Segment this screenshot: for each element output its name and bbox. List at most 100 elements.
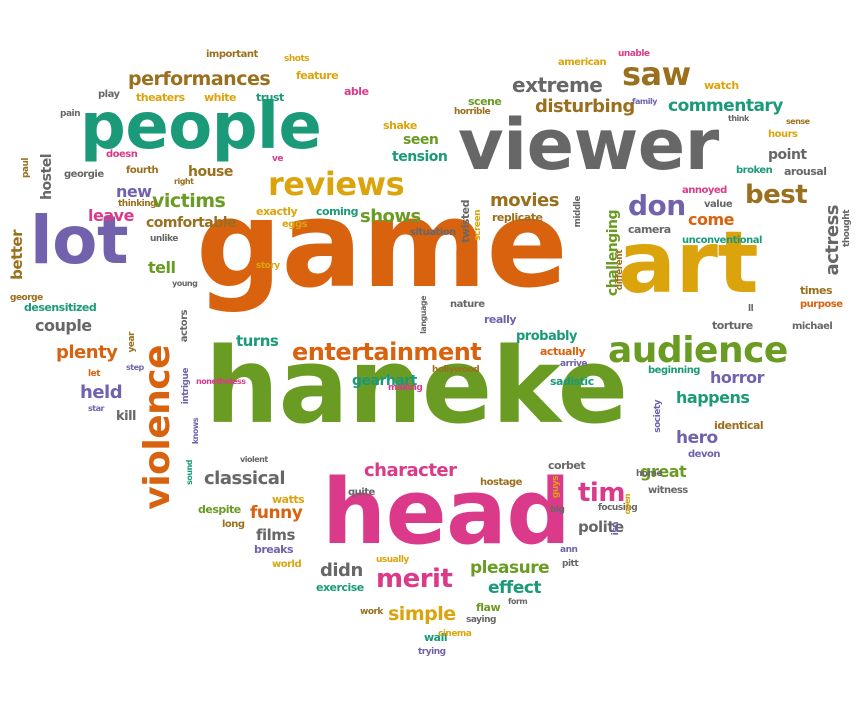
word: house — [188, 164, 233, 180]
word: viewer — [458, 104, 719, 186]
word: intrigue — [181, 368, 191, 405]
word: long — [222, 519, 245, 530]
word: trying — [418, 647, 446, 657]
word: simple — [388, 603, 456, 625]
word: tell — [148, 258, 176, 277]
word: actress — [822, 205, 843, 276]
word: don — [628, 189, 686, 222]
word: plenty — [56, 342, 118, 363]
word: violence — [137, 345, 178, 510]
word: let — [88, 369, 101, 379]
word: art — [618, 213, 759, 313]
word: different — [615, 250, 625, 291]
word: shows — [360, 206, 421, 227]
word: pain — [60, 109, 81, 119]
word: twisted — [459, 200, 472, 243]
word: think — [728, 114, 749, 123]
word: language — [419, 296, 428, 334]
word: kill — [116, 409, 137, 424]
word: nonetheless — [196, 377, 246, 386]
word: corbet — [548, 459, 586, 472]
word: guys — [551, 476, 561, 499]
word: isn — [611, 522, 621, 536]
word: commentary — [668, 96, 783, 116]
word: victims — [152, 190, 226, 212]
word: thinking — [118, 199, 157, 209]
word: horror — [710, 368, 765, 387]
word: watch — [704, 79, 739, 92]
word: middle — [573, 196, 583, 228]
word: paul — [21, 158, 31, 179]
word: arrive — [560, 359, 588, 369]
word: despite — [198, 503, 241, 516]
word: camera — [628, 223, 671, 236]
word: hostage — [480, 477, 522, 488]
word: new — [116, 182, 152, 201]
word: arousal — [784, 165, 827, 178]
word: pleasure — [470, 558, 550, 578]
word: year — [127, 332, 137, 353]
word: hostel — [39, 154, 55, 200]
word: times — [800, 284, 833, 297]
word: leave — [88, 206, 134, 225]
word: gearhart — [352, 373, 417, 389]
word: purpose — [800, 299, 843, 310]
word: shots — [284, 54, 310, 64]
word: feature — [296, 69, 339, 82]
word: michael — [792, 321, 833, 332]
word: seen — [403, 132, 439, 148]
word: young — [172, 279, 198, 288]
word: films — [256, 526, 295, 544]
word: actors — [179, 310, 190, 343]
word: home — [636, 469, 663, 479]
word: audience — [608, 330, 788, 371]
word: performances — [128, 68, 271, 90]
word: didn — [320, 560, 363, 581]
word: disturbing — [535, 96, 635, 117]
word: comfortable — [146, 215, 237, 231]
word: step — [126, 363, 144, 372]
word: saying — [466, 615, 496, 625]
word: quite — [348, 487, 375, 498]
word: ll — [748, 304, 754, 314]
word: best — [745, 180, 808, 210]
word: coming — [316, 205, 359, 218]
word: hours — [768, 129, 798, 140]
word: thought — [842, 210, 852, 247]
word: great — [640, 462, 687, 481]
word: people — [80, 90, 322, 164]
word: merit — [376, 564, 453, 594]
word: horrible — [454, 107, 491, 117]
word: wall — [424, 631, 448, 644]
word: screen — [473, 210, 483, 241]
word: story — [256, 261, 280, 271]
word: trust — [256, 91, 284, 104]
word: pitt — [562, 559, 579, 569]
word: focusing — [598, 503, 638, 513]
word: witness — [648, 485, 688, 496]
word: shake — [383, 119, 417, 132]
word: knows — [191, 418, 200, 445]
word: theaters — [136, 91, 185, 104]
word: world — [272, 559, 302, 570]
word: society — [653, 400, 663, 433]
word: torture — [712, 319, 753, 332]
word: couple — [35, 316, 92, 335]
word: ve — [272, 154, 283, 164]
word: desensitized — [24, 301, 97, 314]
word: haneke — [205, 325, 628, 447]
word: unlike — [150, 234, 178, 244]
word: sadistic — [550, 375, 594, 388]
word: work — [360, 607, 383, 617]
word: beginning — [648, 365, 700, 376]
word: sound — [185, 460, 194, 485]
word: play — [98, 89, 120, 100]
word: really — [484, 313, 517, 326]
word: scene — [468, 95, 502, 108]
word: movies — [490, 190, 559, 211]
word: making — [388, 383, 423, 393]
word: broken — [736, 165, 773, 176]
word: extreme — [512, 73, 603, 97]
word: actually — [540, 345, 586, 358]
word: tension — [392, 149, 448, 165]
